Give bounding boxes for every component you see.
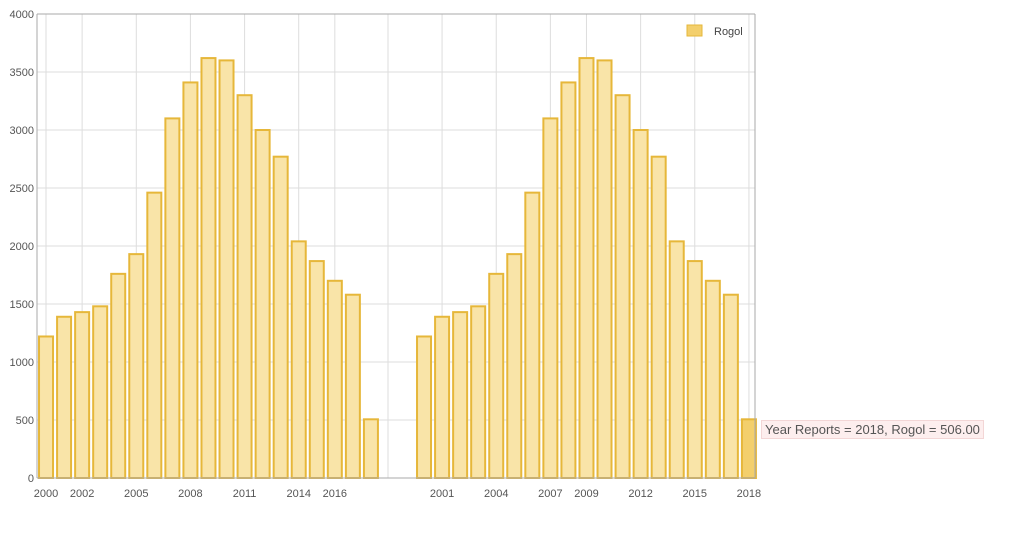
bar[interactable] xyxy=(218,59,235,480)
x-tick-label: 2014 xyxy=(286,488,310,500)
bar[interactable] xyxy=(272,155,289,479)
bar[interactable] xyxy=(254,129,271,479)
x-tick-label: 2016 xyxy=(323,488,347,500)
y-tick-label: 500 xyxy=(16,415,34,427)
bar[interactable] xyxy=(614,94,631,479)
bar[interactable] xyxy=(524,191,541,479)
x-tick-label: 2000 xyxy=(34,488,58,500)
bar[interactable] xyxy=(56,315,73,480)
bar[interactable] xyxy=(452,311,469,479)
x-tick-label: 2005 xyxy=(124,488,148,500)
x-tick-label: 2001 xyxy=(430,488,454,500)
bar[interactable] xyxy=(560,81,577,479)
x-tick-label: 2018 xyxy=(737,488,761,500)
y-tick-label: 2500 xyxy=(10,183,34,195)
bar[interactable] xyxy=(344,293,361,479)
bar[interactable] xyxy=(326,279,343,479)
bar[interactable] xyxy=(236,94,253,479)
tooltip: Year Reports = 2018, Rogol = 506.00 xyxy=(761,420,984,439)
y-tick-label: 1000 xyxy=(10,357,34,369)
bar[interactable] xyxy=(686,260,703,479)
x-tick-label: 2012 xyxy=(628,488,652,500)
legend-label: Rogol xyxy=(714,26,743,38)
bar[interactable] xyxy=(92,305,109,479)
bar[interactable] xyxy=(290,240,307,479)
legend: Rogol xyxy=(686,24,743,38)
bar-highlighted[interactable] xyxy=(740,418,757,479)
bar[interactable] xyxy=(362,418,379,479)
bars xyxy=(38,57,757,480)
bar[interactable] xyxy=(596,59,613,480)
bar[interactable] xyxy=(722,293,739,479)
x-tick-label: 2008 xyxy=(178,488,202,500)
y-tick-label: 3500 xyxy=(10,67,34,79)
bar[interactable] xyxy=(506,253,523,479)
x-tick-label: 2002 xyxy=(70,488,94,500)
bar[interactable] xyxy=(488,272,505,479)
x-tick-label: 2011 xyxy=(233,488,257,500)
bar[interactable] xyxy=(110,272,127,479)
x-axis-tick-labels: 2000 2002 2005 2008 2011 2014 2016 2001 2004 2007… xyxy=(34,488,761,500)
bar[interactable] xyxy=(578,57,595,480)
bar[interactable] xyxy=(128,253,145,479)
x-tick-label: 2009 xyxy=(574,488,598,500)
x-tick-label: 2007 xyxy=(538,488,562,500)
bar[interactable] xyxy=(470,305,487,479)
bar[interactable] xyxy=(308,260,325,479)
bar[interactable] xyxy=(74,311,91,479)
bar[interactable] xyxy=(164,117,181,480)
legend-swatch xyxy=(686,24,703,37)
y-axis-tick-labels: 0 500 1000 1500 2000 2500 3000 3500 4000 xyxy=(10,9,34,485)
bar[interactable] xyxy=(650,155,667,479)
bar[interactable] xyxy=(146,191,163,479)
bar[interactable] xyxy=(434,315,451,480)
y-tick-label: 4000 xyxy=(10,9,34,21)
x-tick-label: 2015 xyxy=(683,488,707,500)
y-tick-label: 0 xyxy=(28,473,34,485)
bar[interactable] xyxy=(200,57,217,480)
bar[interactable] xyxy=(182,81,199,479)
bar[interactable] xyxy=(668,240,685,479)
bar[interactable] xyxy=(542,117,559,480)
bar[interactable] xyxy=(38,335,55,480)
bar[interactable] xyxy=(416,335,433,480)
bar[interactable] xyxy=(704,279,721,479)
axes xyxy=(36,13,756,479)
y-tick-label: 3000 xyxy=(10,125,34,137)
y-tick-label: 1500 xyxy=(10,299,34,311)
bar[interactable] xyxy=(632,129,649,479)
x-tick-label: 2004 xyxy=(484,488,508,500)
y-tick-label: 2000 xyxy=(10,241,34,253)
